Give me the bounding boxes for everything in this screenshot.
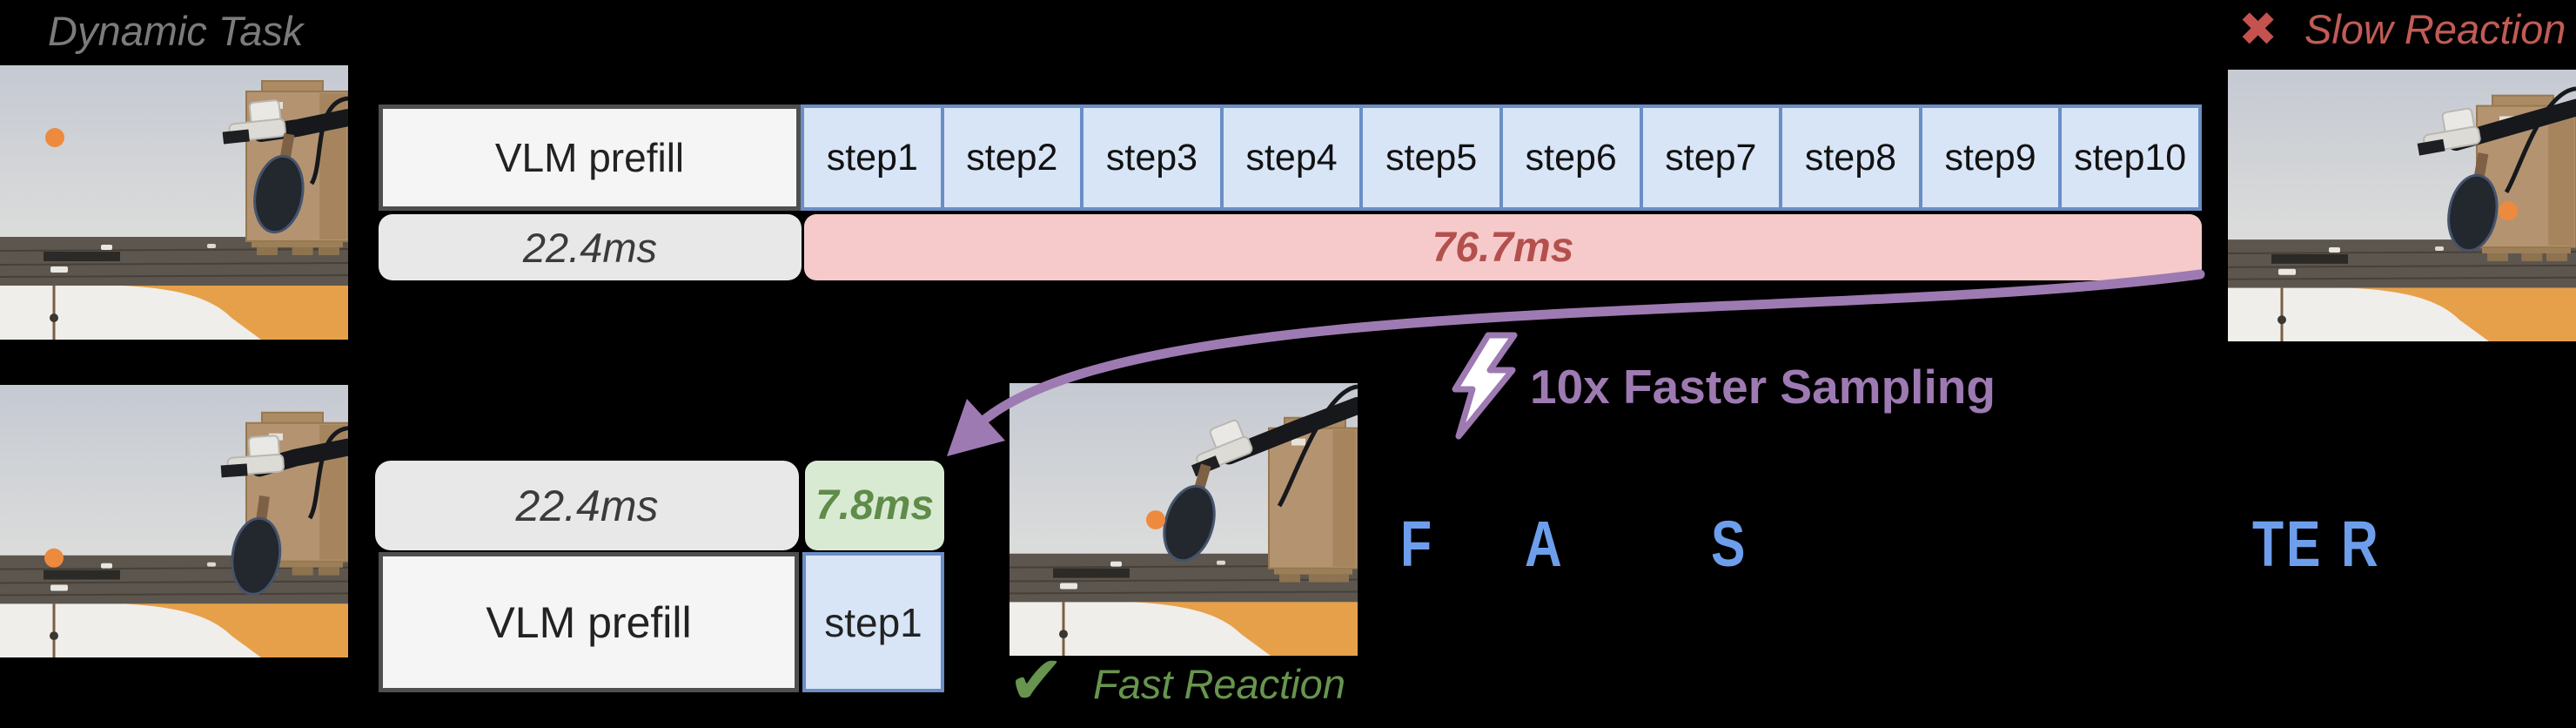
decode-time-bar: 76.7ms — [804, 214, 2202, 280]
faster-letter: F — [1400, 508, 1432, 580]
step-cell: step4 — [1219, 104, 1364, 211]
step-cell: step9 — [1918, 104, 2063, 211]
step-cell: step3 — [1080, 104, 1224, 211]
fast-prefill-time-value: 22.4ms — [515, 481, 659, 530]
faster-letter: E — [2286, 508, 2321, 580]
fast-step1-box: step1 — [802, 552, 944, 692]
step-cell: step5 — [1359, 104, 1503, 211]
step-cell: step2 — [940, 104, 1084, 211]
fast-vlm-prefill-label: VLM prefill — [486, 597, 692, 647]
prefill-time-bar: 22.4ms — [379, 214, 802, 280]
photo-slow-reaction-result — [2228, 70, 2576, 341]
cross-icon: ✖ — [2238, 3, 2278, 56]
step-cell: step7 — [1639, 104, 1783, 211]
photo-fast-reaction-result — [1010, 383, 1358, 656]
lightning-bolt-icon — [1452, 332, 1518, 440]
action-steps-row: step1 step2 step3 step4 step5 step6 step7 step8… — [801, 104, 2202, 211]
faster-letter: R — [2341, 508, 2378, 580]
fast-vlm-prefill-box: VLM prefill — [379, 552, 799, 692]
vlm-prefill-box: VLM prefill — [379, 104, 801, 211]
fast-step1-label: step1 — [824, 599, 922, 645]
fast-step-time-value: 7.8ms — [815, 482, 935, 529]
dynamic-task-label: Dynamic Task — [48, 8, 304, 54]
fast-reaction-label: Fast Reaction — [1093, 661, 1345, 707]
decode-time-value: 76.7ms — [1432, 224, 1574, 271]
faster-sampling-label: 10x Faster Sampling — [1530, 360, 1996, 414]
vlm-prefill-label: VLM prefill — [494, 135, 685, 180]
faster-letter: A — [1525, 508, 1562, 580]
fast-step-time-bar: 7.8ms — [805, 461, 944, 550]
photo-dynamic-task-frame1 — [0, 65, 348, 340]
faster-letter: S — [1711, 508, 1746, 580]
fast-prefill-time-bar: 22.4ms — [375, 461, 799, 550]
slow-reaction-label: Slow Reaction — [2304, 6, 2566, 52]
faster-letter: T — [2252, 508, 2284, 580]
step-cell: step10 — [2058, 104, 2202, 211]
step-cell: step6 — [1499, 104, 1643, 211]
check-icon: ✔ — [1008, 642, 1065, 718]
photo-dynamic-task-frame2 — [0, 385, 348, 657]
prefill-time-value: 22.4ms — [522, 224, 658, 271]
step-cell: step1 — [801, 104, 944, 211]
step-cell: step8 — [1779, 104, 1922, 211]
